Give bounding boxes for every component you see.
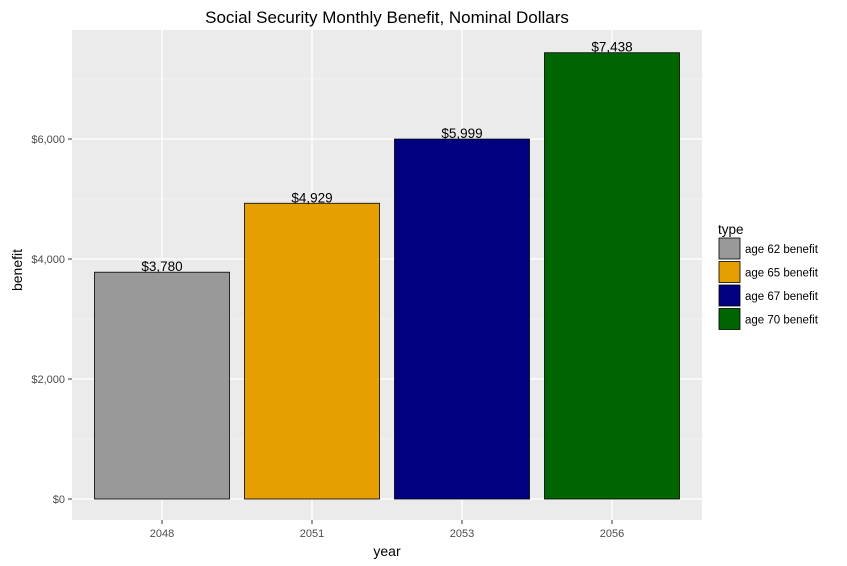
data-label-2053: $5,999 xyxy=(441,126,482,141)
bar-2056 xyxy=(544,52,680,500)
y-tick-label: $4,000 xyxy=(31,254,65,266)
legend-swatch xyxy=(718,237,741,260)
x-tick-label: 2048 xyxy=(150,528,174,540)
y-axis-title: benefit xyxy=(9,249,25,291)
y-tick-label: $2,000 xyxy=(31,374,65,386)
data-label-2051: $4,929 xyxy=(291,190,332,205)
legend-label: age 67 benefit xyxy=(745,291,819,303)
x-tick-label: 2056 xyxy=(600,528,624,540)
legend-swatch xyxy=(718,261,741,283)
bars xyxy=(94,52,680,500)
y-tick-label: $0 xyxy=(53,494,65,506)
legend-label: age 70 benefit xyxy=(745,315,819,327)
legend-label: age 62 benefit xyxy=(745,244,819,256)
data-label-2056: $7,438 xyxy=(591,40,632,55)
legend-swatch xyxy=(718,284,741,307)
y-tick-label: $6,000 xyxy=(31,134,65,146)
x-axis-title: year xyxy=(373,543,401,559)
legend: type age 62 benefit age 65 benefit age 67 … xyxy=(718,222,819,330)
x-tick-label: 2051 xyxy=(300,528,324,540)
chart-title: Social Security Monthly Benefit, Nominal… xyxy=(205,8,569,27)
legend-swatch xyxy=(718,308,741,330)
y-axis-ticks: $0 $2,000 $4,000 $6,000 xyxy=(31,134,72,506)
x-axis-ticks: 2048 2051 2053 2056 xyxy=(150,520,624,540)
legend-label: age 65 benefit xyxy=(745,268,819,280)
data-labels: $3,780 $4,929 $5,999 $7,438 xyxy=(141,40,632,274)
bar-2048 xyxy=(94,271,230,500)
bar-2053 xyxy=(394,138,530,500)
bar-2051 xyxy=(244,202,380,500)
legend-title: type xyxy=(718,222,744,237)
x-tick-label: 2053 xyxy=(450,528,474,540)
data-label-2048: $3,780 xyxy=(141,259,182,274)
